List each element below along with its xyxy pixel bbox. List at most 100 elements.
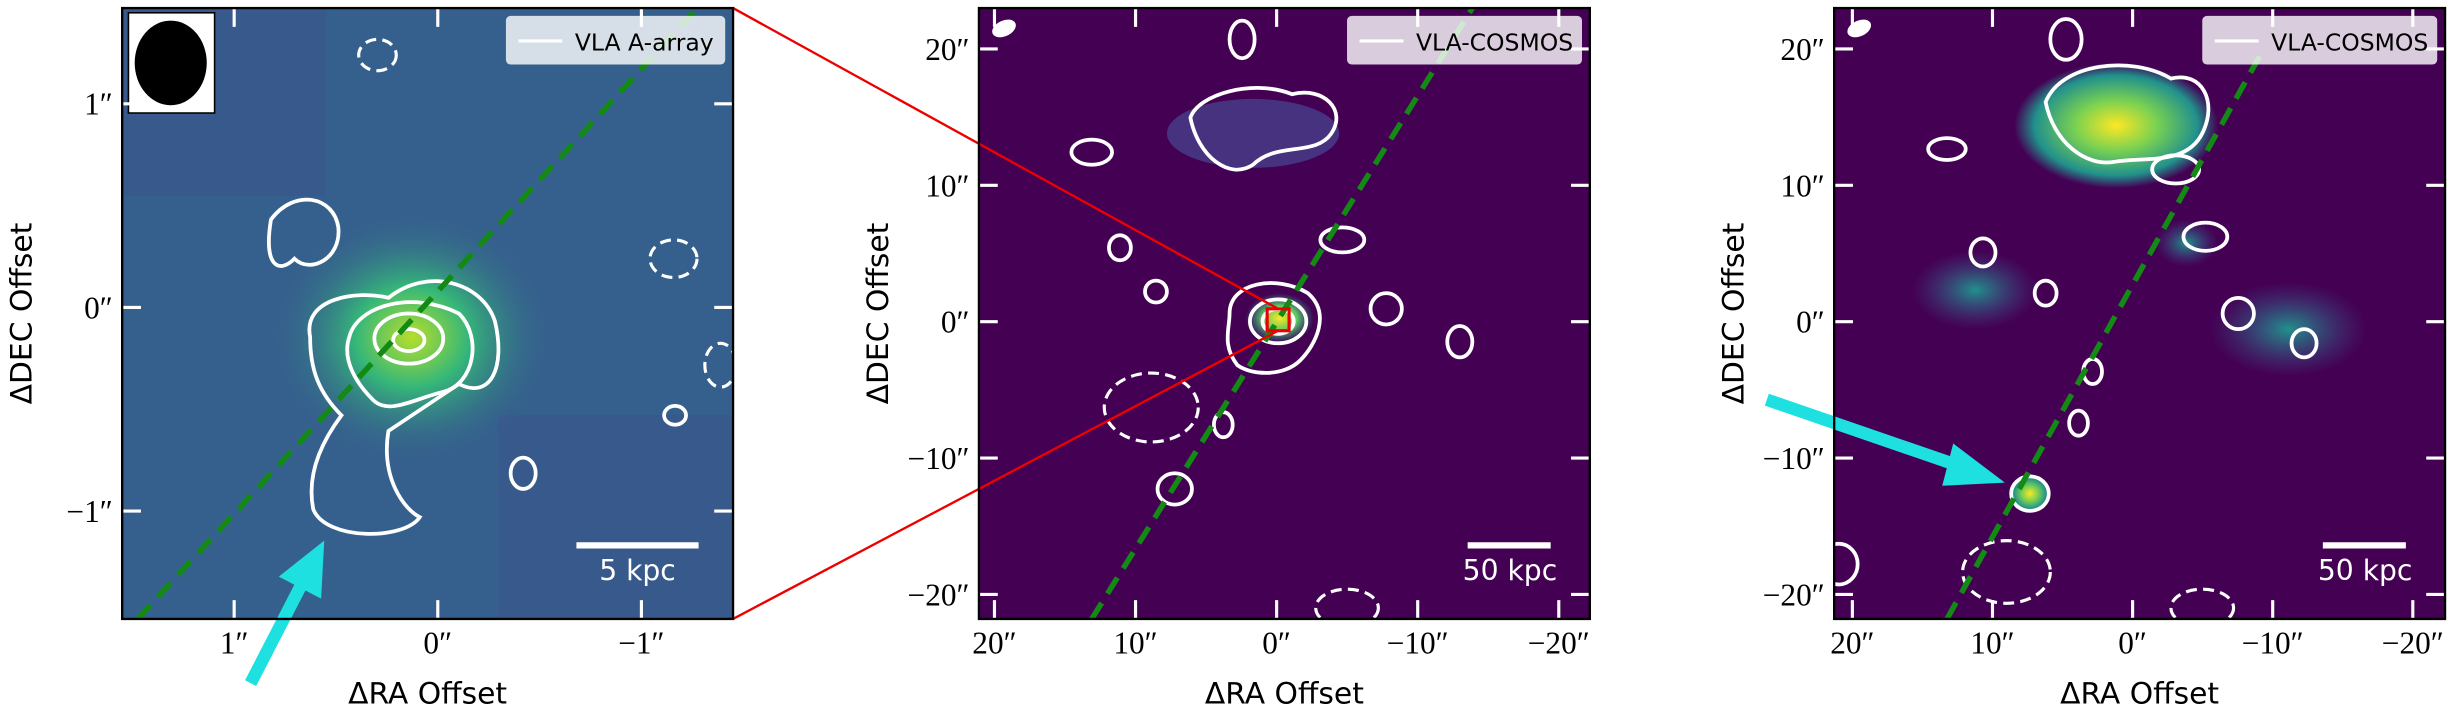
contour — [1445, 324, 1475, 360]
legend-label: VLA A-array — [575, 28, 714, 56]
contour — [1227, 18, 1257, 61]
legend-label: VLA-COSMOS — [2271, 28, 2428, 56]
y-tick-label: 10″ — [925, 168, 969, 203]
contour — [2220, 295, 2256, 332]
y-tick-label: −20″ — [1763, 577, 1825, 612]
contour — [2048, 17, 2084, 62]
source-emission — [270, 211, 553, 463]
y-tick-label: 0″ — [84, 290, 113, 325]
contour — [1318, 225, 1367, 255]
contour — [1188, 86, 1339, 172]
frame — [1832, 6, 2447, 621]
negative-contour — [1314, 587, 1380, 619]
arrow — [245, 580, 308, 687]
arrow — [1764, 393, 1960, 472]
negative-contour — [648, 238, 699, 280]
x-axis-label: ΔRA Offset — [2060, 677, 2219, 712]
zoom-connector — [732, 7, 1279, 310]
negative-contour — [2169, 587, 2236, 619]
x-tick-label: −10″ — [1387, 625, 1449, 660]
x-tick-label: 10″ — [1113, 625, 1157, 660]
contour — [1368, 291, 1404, 327]
slit-line — [1089, 8, 1475, 619]
contour — [2009, 474, 2051, 513]
arrow-head — [278, 540, 325, 599]
extended-emission — [2014, 62, 2218, 189]
beam — [992, 19, 1016, 38]
contour — [1968, 236, 1998, 269]
contour — [2181, 220, 2230, 253]
legend-box — [505, 15, 726, 65]
x-tick-label: −10″ — [2242, 625, 2304, 660]
x-tick-label: 1″ — [220, 625, 249, 660]
x-tick-label: 20″ — [1830, 625, 1874, 660]
contour — [307, 279, 501, 536]
contour — [2067, 408, 2090, 438]
contour — [372, 311, 446, 366]
legend-label: VLA-COSMOS — [1416, 28, 1573, 56]
scale-bar-label: 50 kpc — [1463, 554, 1558, 587]
scale-bar-label: 50 kpc — [2318, 554, 2413, 587]
contour — [1834, 541, 1860, 587]
panel — [978, 8, 1590, 619]
contour — [2032, 278, 2059, 308]
contour — [1248, 297, 1309, 346]
y-tick-label: −10″ — [908, 441, 970, 476]
arrow-head — [1942, 443, 2005, 486]
x-tick-label: 10″ — [1970, 625, 2014, 660]
contour — [391, 327, 427, 353]
y-tick-label: −20″ — [908, 577, 970, 612]
x-tick-label: 0″ — [2118, 625, 2147, 660]
beam — [134, 20, 207, 106]
emission — [2210, 282, 2367, 377]
x-tick-label: −20″ — [2382, 625, 2444, 660]
contour — [1069, 137, 1114, 167]
negative-contour — [1102, 371, 1200, 444]
contour — [345, 300, 475, 409]
y-tick-label: 10″ — [1780, 168, 1824, 203]
panel — [1834, 8, 2446, 619]
image-noise — [498, 415, 734, 619]
negative-contour — [1961, 539, 2052, 605]
negative-contour — [357, 37, 398, 73]
extended-emission — [1166, 98, 1340, 168]
y-tick-label: −1″ — [66, 494, 112, 529]
contour — [1155, 471, 1194, 507]
x-tick-label: 20″ — [972, 625, 1016, 660]
y-tick-label: 0″ — [941, 305, 970, 340]
scale-bar-label: 5 kpc — [599, 554, 676, 587]
contour — [662, 404, 688, 427]
y-tick-label: 20″ — [925, 32, 969, 67]
y-tick-label: 0″ — [1796, 305, 1825, 340]
y-axis-label: ΔDEC Offset — [1716, 223, 1751, 405]
x-tick-label: −20″ — [1528, 625, 1590, 660]
x-axis-label: ΔRA Offset — [1205, 677, 1364, 712]
emission — [1912, 250, 2038, 330]
slit-line — [135, 8, 700, 619]
negative-contour — [703, 341, 734, 389]
y-tick-label: −10″ — [1763, 441, 1825, 476]
contour — [1926, 136, 1968, 162]
panel — [122, 8, 734, 619]
legend-box — [1347, 15, 1582, 65]
x-tick-label: −1″ — [618, 625, 664, 660]
contour — [2289, 327, 2319, 360]
x-tick-label: 0″ — [423, 625, 452, 660]
frame — [977, 6, 1591, 621]
zoom-connector — [732, 329, 1279, 620]
contour — [267, 197, 341, 268]
contour — [508, 455, 538, 491]
frame — [120, 6, 735, 621]
y-tick-label: 1″ — [84, 87, 113, 122]
y-tick-label: 20″ — [1780, 32, 1824, 67]
slit-line — [1944, 53, 2263, 619]
contour — [2043, 63, 2211, 165]
x-axis-label: ΔRA Offset — [348, 677, 507, 712]
y-axis-label: ΔDEC Offset — [861, 223, 896, 405]
y-axis-label: ΔDEC Offset — [4, 223, 39, 405]
contour — [1143, 278, 1169, 305]
contour — [1107, 233, 1133, 263]
x-tick-label: 0″ — [1262, 625, 1291, 660]
